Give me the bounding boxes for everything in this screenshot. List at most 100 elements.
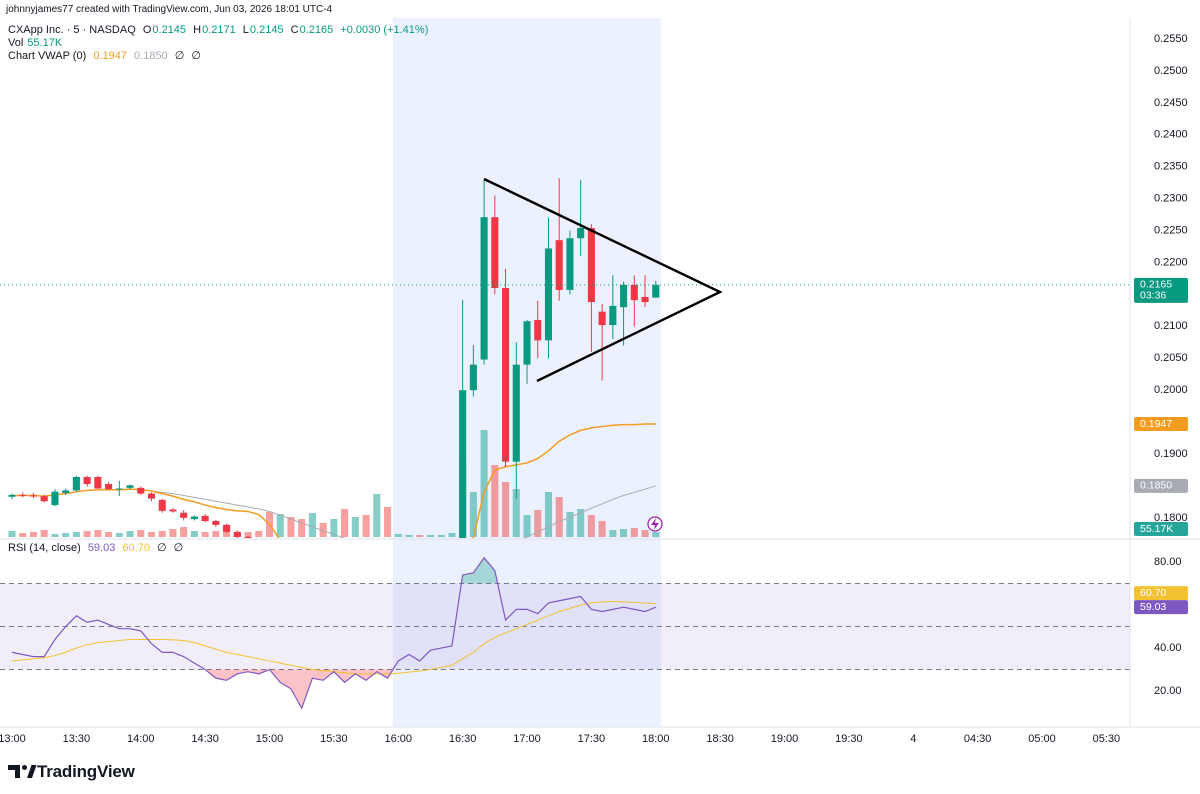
rsi-ma-value: 60.70 (122, 542, 150, 554)
y-tick-label: 0.2100 (1154, 320, 1188, 332)
volume-bar (609, 530, 617, 537)
rsi-legend: RSI (14, close) 59.03 60.70 ∅ ∅ (8, 542, 187, 555)
volume-bar (426, 535, 434, 537)
y-tick-label: 0.2500 (1154, 65, 1188, 77)
volume-bar (587, 515, 595, 537)
rsi-badge: 59.03 (1140, 601, 1166, 613)
x-tick-label: 04:30 (964, 733, 992, 745)
volume-bar (362, 515, 370, 537)
ohlc-value: 0.2145 (249, 24, 284, 36)
rsi-band (0, 583, 1130, 670)
volume-bar (29, 532, 38, 537)
candle-body (244, 537, 252, 538)
candle-body (19, 494, 27, 496)
volume-badge: 55.17K (1140, 523, 1173, 535)
candle-body (587, 228, 595, 303)
x-tick-label: 05:30 (1093, 733, 1121, 745)
candle-body (609, 305, 617, 326)
volume-bar (51, 534, 59, 537)
volume-bar (652, 531, 660, 537)
x-tick-label: 15:30 (320, 733, 348, 745)
rsi-ma-badge-box (1134, 586, 1188, 601)
volume-bar (480, 430, 488, 537)
candle-body (266, 543, 273, 548)
volume-bar (555, 497, 563, 537)
y-tick-label: 40.00 (1154, 642, 1182, 654)
volume-bar (223, 532, 231, 537)
candle-body (158, 499, 166, 511)
candle-body (233, 531, 241, 537)
volume-bar (630, 528, 638, 537)
y-tick-label: 0.2000 (1154, 384, 1188, 396)
candle-body (309, 550, 316, 558)
y-tick-label: 0.2550 (1154, 33, 1188, 45)
volume-bar (469, 492, 477, 537)
volume-bar (544, 492, 553, 537)
price-legend: CXApp Inc. · 5 · NASDAQ O0.2145 H0.2171 … (8, 24, 432, 37)
candle-body (641, 296, 649, 303)
rsi-badge-box (1134, 600, 1188, 615)
candle-body (544, 248, 553, 341)
candle-body (341, 547, 348, 554)
y-tick-label: 0.2350 (1154, 161, 1188, 173)
volume-bar (83, 531, 91, 537)
x-tick-label: 05:00 (1028, 733, 1056, 745)
triangle-drawing (483, 177, 723, 383)
candle-body (577, 228, 585, 239)
volume-bar (416, 535, 424, 537)
vwap-legend: Chart VWAP (0) 0.1947 0.1850 ∅ ∅ (8, 50, 205, 63)
candle-body (287, 547, 294, 553)
volume-bar (255, 531, 263, 537)
x-tick-label: 19:30 (835, 733, 863, 745)
x-tick-label: 4 (910, 733, 916, 745)
candle-body (126, 485, 134, 488)
candle-body (8, 494, 16, 497)
ohlc-value: 0.2165 (299, 24, 334, 36)
volume-bar (534, 510, 542, 537)
candle-body (83, 476, 91, 485)
volume-bar (180, 527, 188, 537)
volume-bar (137, 530, 145, 537)
volume-value: 55.17K (27, 37, 63, 49)
candle-body (190, 516, 198, 520)
candle-body (330, 547, 337, 551)
candle-body (534, 319, 542, 341)
volume-bar (641, 530, 649, 537)
volume-bar (147, 532, 156, 537)
y-tick-label: 0.2200 (1154, 256, 1188, 268)
candle-body (523, 321, 531, 365)
ohlc-letter: H (193, 24, 202, 36)
candle-body (137, 487, 145, 494)
candle-body (620, 284, 628, 308)
volume-bar (620, 529, 628, 537)
empty-value: ∅ (173, 542, 184, 554)
x-tick-label: 13:30 (63, 733, 91, 745)
attribution: johnnyjames77 created with TradingView.c… (6, 4, 333, 15)
volume-bar (212, 531, 220, 537)
candle-body (223, 524, 231, 532)
candle-body (352, 550, 359, 554)
y-tick-label: 0.2050 (1154, 352, 1188, 364)
brand-name: TradingView (37, 762, 135, 781)
candle-body (255, 540, 262, 543)
band-value: 0.1850 (134, 50, 168, 62)
volume-bar (40, 530, 48, 537)
x-tick-label: 16:30 (449, 733, 477, 745)
vwap-badge: 0.1947 (1140, 418, 1172, 430)
band-badge: 0.1850 (1140, 480, 1172, 492)
candle-body (277, 547, 284, 549)
symbol-title: CXApp Inc. · 5 · NASDAQ (8, 24, 136, 36)
volume-bar (19, 533, 27, 537)
ohlc-letter: L (242, 24, 249, 36)
volume-bar (383, 507, 392, 537)
candle-body (115, 488, 123, 490)
candle-body (62, 490, 70, 493)
volume-bar (169, 529, 177, 537)
y-tick-label: 0.2250 (1154, 224, 1188, 236)
candle-body (512, 364, 520, 462)
volume-bar (448, 533, 456, 537)
volume-bar (158, 531, 166, 537)
volume-bar (566, 512, 574, 537)
